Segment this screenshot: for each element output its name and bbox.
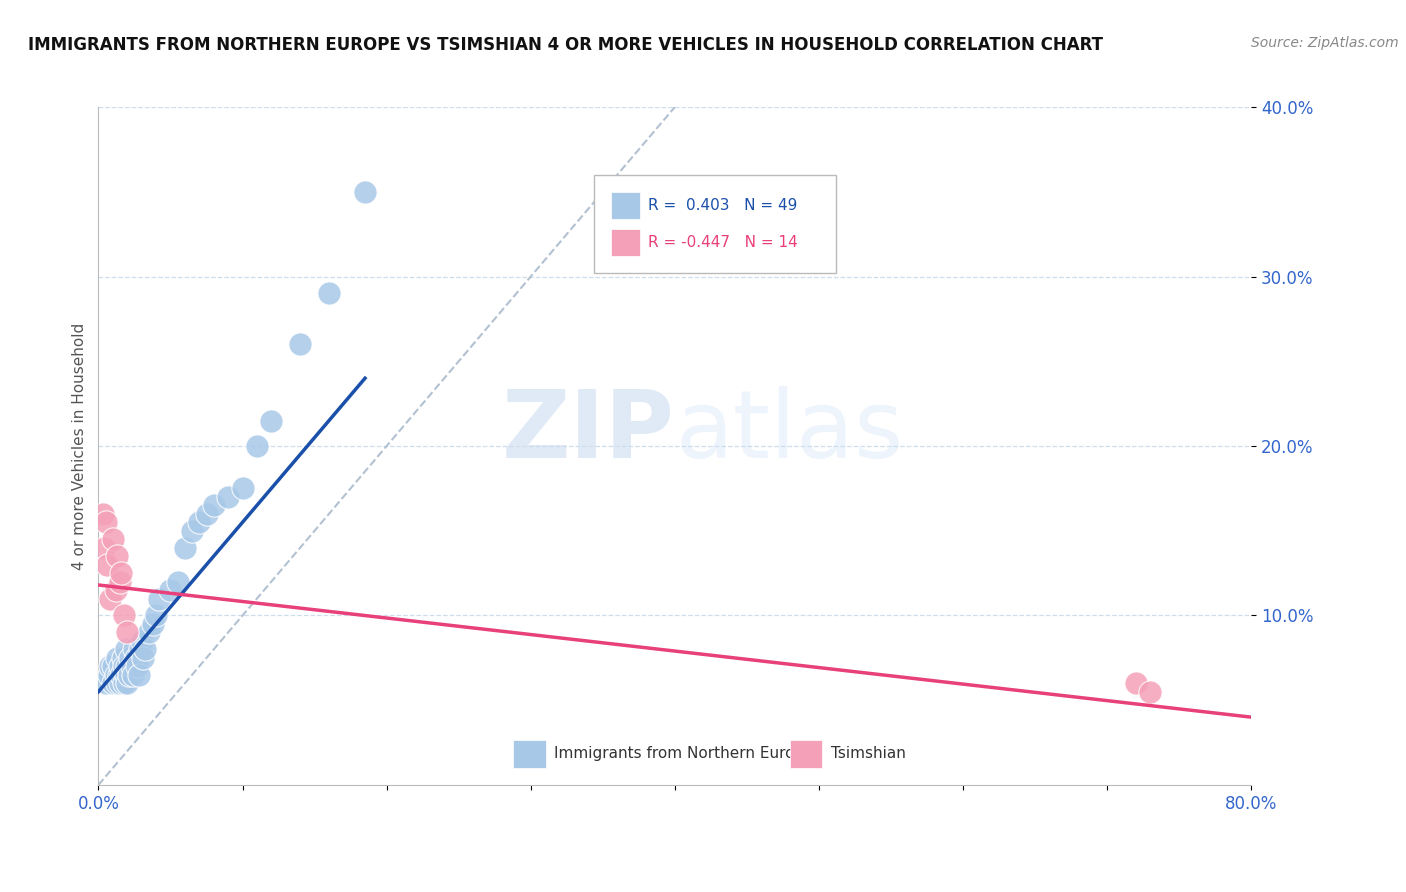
- Point: [107, 667, 129, 681]
- FancyBboxPatch shape: [513, 739, 546, 768]
- FancyBboxPatch shape: [612, 192, 640, 219]
- Point: [108, 676, 131, 690]
- Point: [93, 541, 115, 555]
- Text: ZIP: ZIP: [502, 386, 675, 478]
- Point: [195, 507, 218, 521]
- Text: IMMIGRANTS FROM NORTHERN EUROPE VS TSIMSHIAN 4 OR MORE VEHICLES IN HOUSEHOLD COR: IMMIGRANTS FROM NORTHERN EUROPE VS TSIMS…: [28, 36, 1104, 54]
- Point: [1125, 676, 1147, 690]
- Y-axis label: 4 or more Vehicles in Household: 4 or more Vehicles in Household: [72, 322, 87, 570]
- Text: Source: ZipAtlas.com: Source: ZipAtlas.com: [1251, 36, 1399, 50]
- Point: [260, 414, 283, 428]
- Point: [122, 667, 145, 681]
- Point: [217, 490, 239, 504]
- Point: [108, 659, 131, 673]
- Point: [125, 651, 148, 665]
- Point: [96, 558, 118, 572]
- Point: [108, 574, 131, 589]
- FancyBboxPatch shape: [790, 739, 823, 768]
- Point: [188, 515, 211, 529]
- Point: [121, 659, 143, 673]
- FancyBboxPatch shape: [612, 229, 640, 256]
- Point: [181, 524, 204, 538]
- Point: [145, 608, 167, 623]
- Text: Tsimshian: Tsimshian: [831, 747, 905, 761]
- Point: [91, 507, 114, 521]
- Point: [110, 566, 132, 581]
- Point: [101, 676, 124, 690]
- Point: [290, 337, 312, 351]
- Point: [94, 515, 117, 529]
- Point: [159, 583, 181, 598]
- Text: atlas: atlas: [675, 386, 903, 478]
- Point: [128, 667, 150, 681]
- Point: [105, 549, 128, 564]
- Point: [354, 185, 377, 199]
- Point: [97, 667, 120, 681]
- Point: [114, 667, 136, 681]
- Point: [112, 676, 135, 690]
- Point: [117, 625, 139, 640]
- Point: [202, 498, 225, 512]
- Point: [142, 617, 165, 632]
- FancyBboxPatch shape: [595, 175, 837, 273]
- Point: [127, 659, 149, 673]
- Point: [117, 676, 139, 690]
- Point: [117, 659, 139, 673]
- Point: [101, 659, 124, 673]
- Point: [94, 676, 117, 690]
- Point: [105, 676, 128, 690]
- Point: [112, 608, 135, 623]
- Point: [98, 659, 121, 673]
- Text: R =  0.403   N = 49: R = 0.403 N = 49: [648, 198, 797, 213]
- Point: [166, 574, 188, 589]
- Point: [104, 667, 127, 681]
- Point: [148, 591, 170, 606]
- Point: [1139, 685, 1161, 699]
- Point: [114, 642, 136, 657]
- Point: [129, 642, 152, 657]
- Point: [120, 651, 142, 665]
- Point: [110, 667, 132, 681]
- Point: [231, 482, 254, 496]
- Point: [131, 633, 153, 648]
- Point: [98, 591, 121, 606]
- Point: [105, 651, 128, 665]
- Point: [132, 651, 155, 665]
- Point: [118, 667, 141, 681]
- Point: [112, 659, 135, 673]
- Point: [138, 625, 160, 640]
- Point: [174, 541, 197, 555]
- Text: Immigrants from Northern Europe: Immigrants from Northern Europe: [554, 747, 814, 761]
- Point: [111, 651, 134, 665]
- Point: [134, 642, 156, 657]
- Point: [104, 583, 127, 598]
- Point: [318, 286, 340, 301]
- Point: [124, 642, 146, 657]
- Point: [101, 532, 124, 546]
- Text: R = -0.447   N = 14: R = -0.447 N = 14: [648, 235, 799, 250]
- Point: [246, 439, 269, 453]
